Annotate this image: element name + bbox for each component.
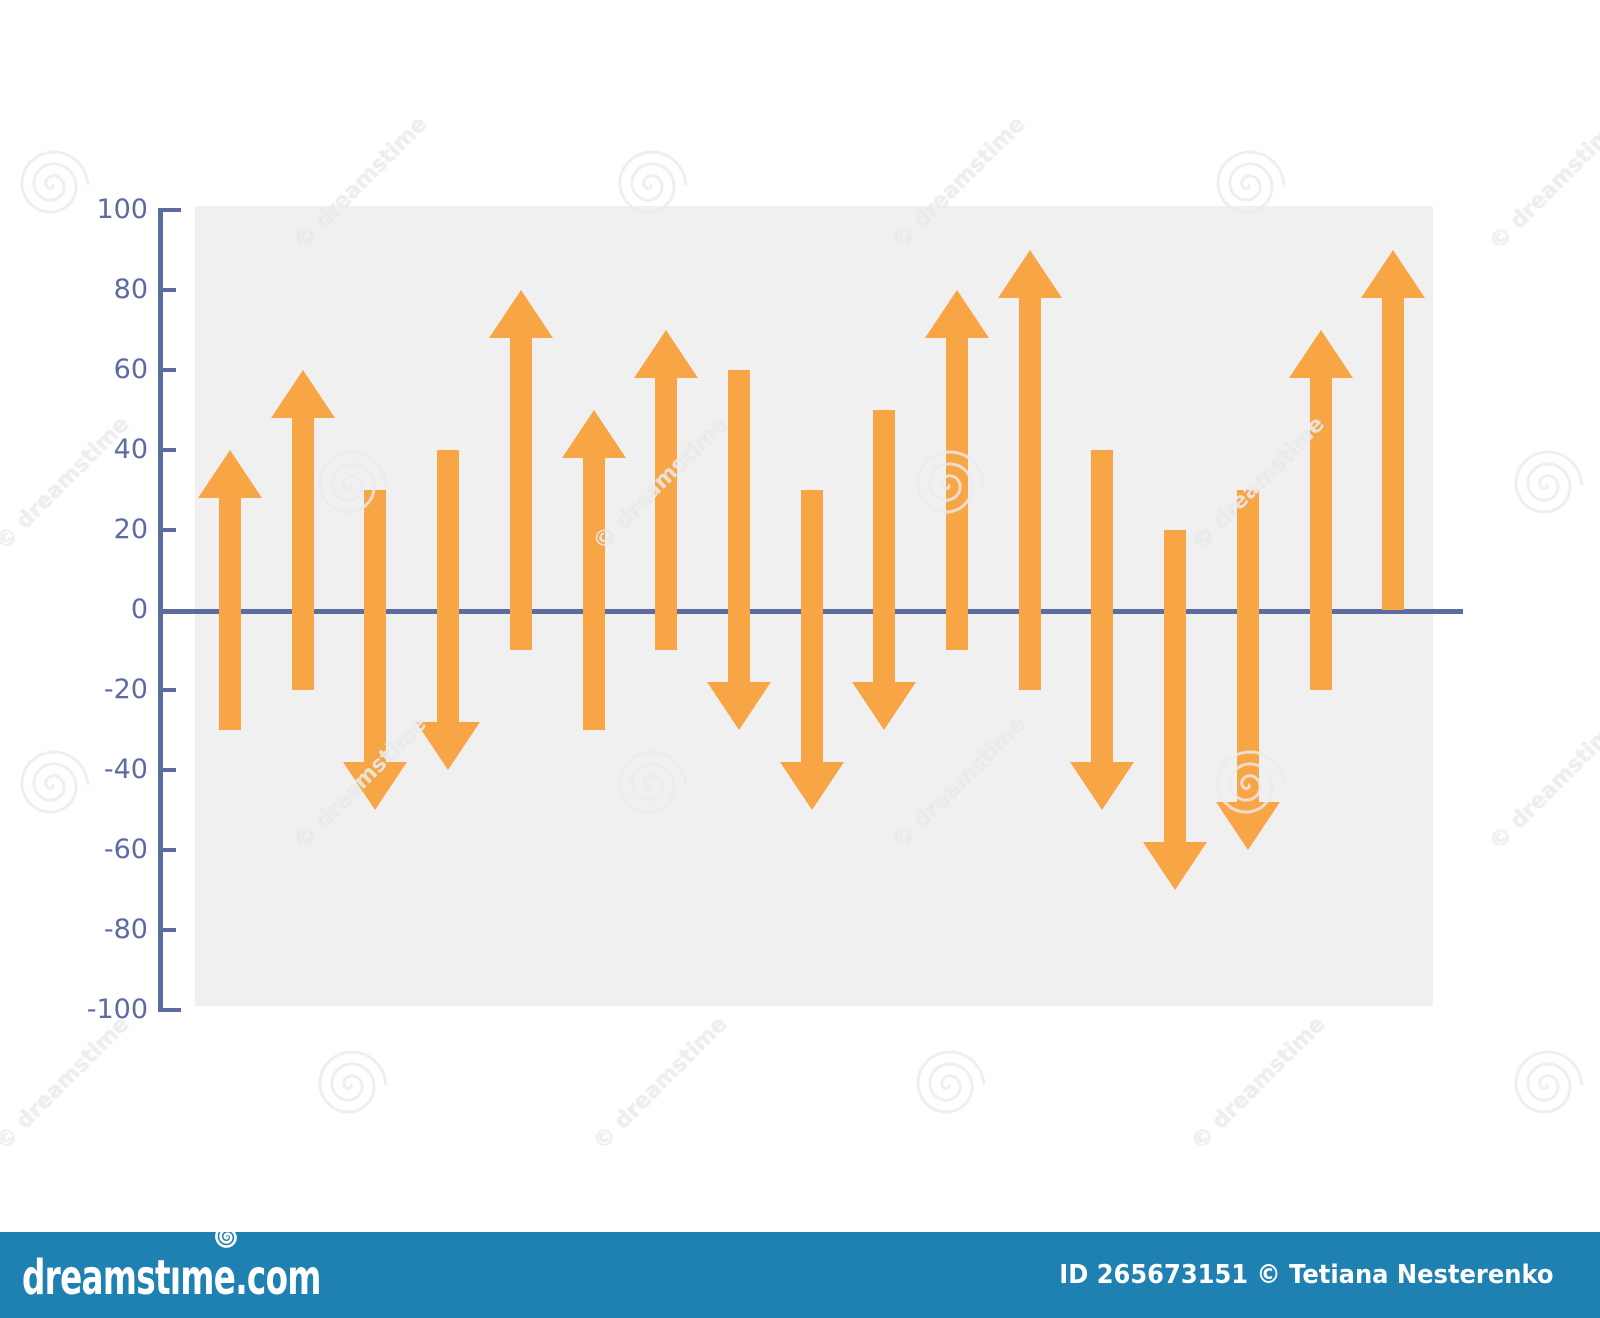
y-tick-mark (158, 928, 176, 932)
up-arrow-shaft (291, 416, 314, 690)
down-arrow-head (1070, 762, 1135, 810)
down-arrow-head (779, 762, 844, 810)
up-arrow-shaft (582, 456, 605, 730)
down-arrow-head (1143, 842, 1208, 890)
up-arrow-head (997, 250, 1062, 298)
y-tick-label: 80 (113, 274, 148, 305)
dreamstime-spiral-icon (1514, 450, 1584, 514)
up-arrow-head (925, 290, 989, 338)
down-arrow-head (343, 762, 408, 810)
up-arrow-shaft (655, 376, 678, 650)
watermark-text: © dreamstime (1484, 111, 1600, 256)
up-arrow-shaft (1382, 296, 1405, 610)
down-arrow-shaft (364, 490, 387, 764)
up-arrow-head (561, 410, 626, 458)
y-tick-label: -60 (103, 834, 148, 865)
y-tick-label: -20 (103, 674, 148, 705)
dreamstime-spiral-icon (916, 1050, 986, 1114)
y-tick-label: 60 (113, 354, 148, 385)
down-arrow-shaft (1236, 490, 1259, 804)
dreamstime-spiral-icon (215, 1228, 237, 1248)
brand-logo-text: dreamstıme.com (22, 1250, 321, 1306)
down-arrow-head (416, 722, 481, 770)
up-arrow-head (1288, 330, 1353, 378)
down-arrow-shaft (800, 490, 823, 764)
down-arrow-head (1215, 802, 1280, 850)
up-arrow-shaft (1018, 296, 1041, 690)
y-tick-mark (158, 1008, 181, 1012)
down-arrow-shaft (873, 410, 896, 684)
up-arrow-head (198, 450, 262, 498)
y-tick-label: -100 (86, 994, 148, 1025)
y-tick-mark (158, 768, 176, 772)
y-tick-mark (158, 288, 176, 292)
y-tick-label: 20 (113, 514, 148, 545)
down-arrow-head (852, 682, 917, 730)
y-tick-mark (158, 368, 176, 372)
up-arrow-shaft (946, 336, 968, 650)
up-arrow-head (488, 290, 553, 338)
y-tick-label: -80 (103, 914, 148, 945)
up-arrow-shaft (1309, 376, 1332, 690)
up-arrow-shaft (219, 496, 241, 730)
y-tick-label: 100 (96, 194, 148, 225)
y-tick-mark (158, 208, 181, 212)
down-arrow-shaft (1164, 530, 1187, 844)
dreamstime-spiral-icon (318, 1050, 388, 1114)
y-tick-mark (158, 528, 176, 532)
y-tick-mark (158, 688, 176, 692)
up-arrow-head (1361, 250, 1426, 298)
down-arrow-shaft (727, 370, 750, 684)
y-tick-mark (158, 448, 176, 452)
watermark-text: © dreamstime (588, 1011, 732, 1156)
down-arrow-head (706, 682, 771, 730)
dreamstime-spiral-icon (1514, 1050, 1584, 1114)
y-tick-label: 0 (130, 594, 148, 625)
y-tick-label: -40 (103, 754, 148, 785)
image-credit: ID 265673151 © Tetiana Nesterenko (1058, 1260, 1553, 1290)
footer-bar: dreamstıme.com ID 265673151 © Tetiana Ne… (0, 1228, 1600, 1318)
brand-logo: dreamstıme.com (22, 1250, 321, 1306)
up-arrow-head (270, 370, 335, 418)
down-arrow-shaft (1091, 450, 1114, 764)
y-tick-mark (158, 848, 176, 852)
watermark-text: © dreamstime (1186, 1011, 1330, 1156)
watermark-text: © dreamstime (1484, 711, 1600, 856)
y-tick-label: 40 (113, 434, 148, 465)
down-arrow-shaft (437, 450, 460, 724)
watermark-text: © dreamstime (0, 1011, 134, 1156)
up-arrow-head (634, 330, 699, 378)
up-arrow-shaft (509, 336, 532, 650)
